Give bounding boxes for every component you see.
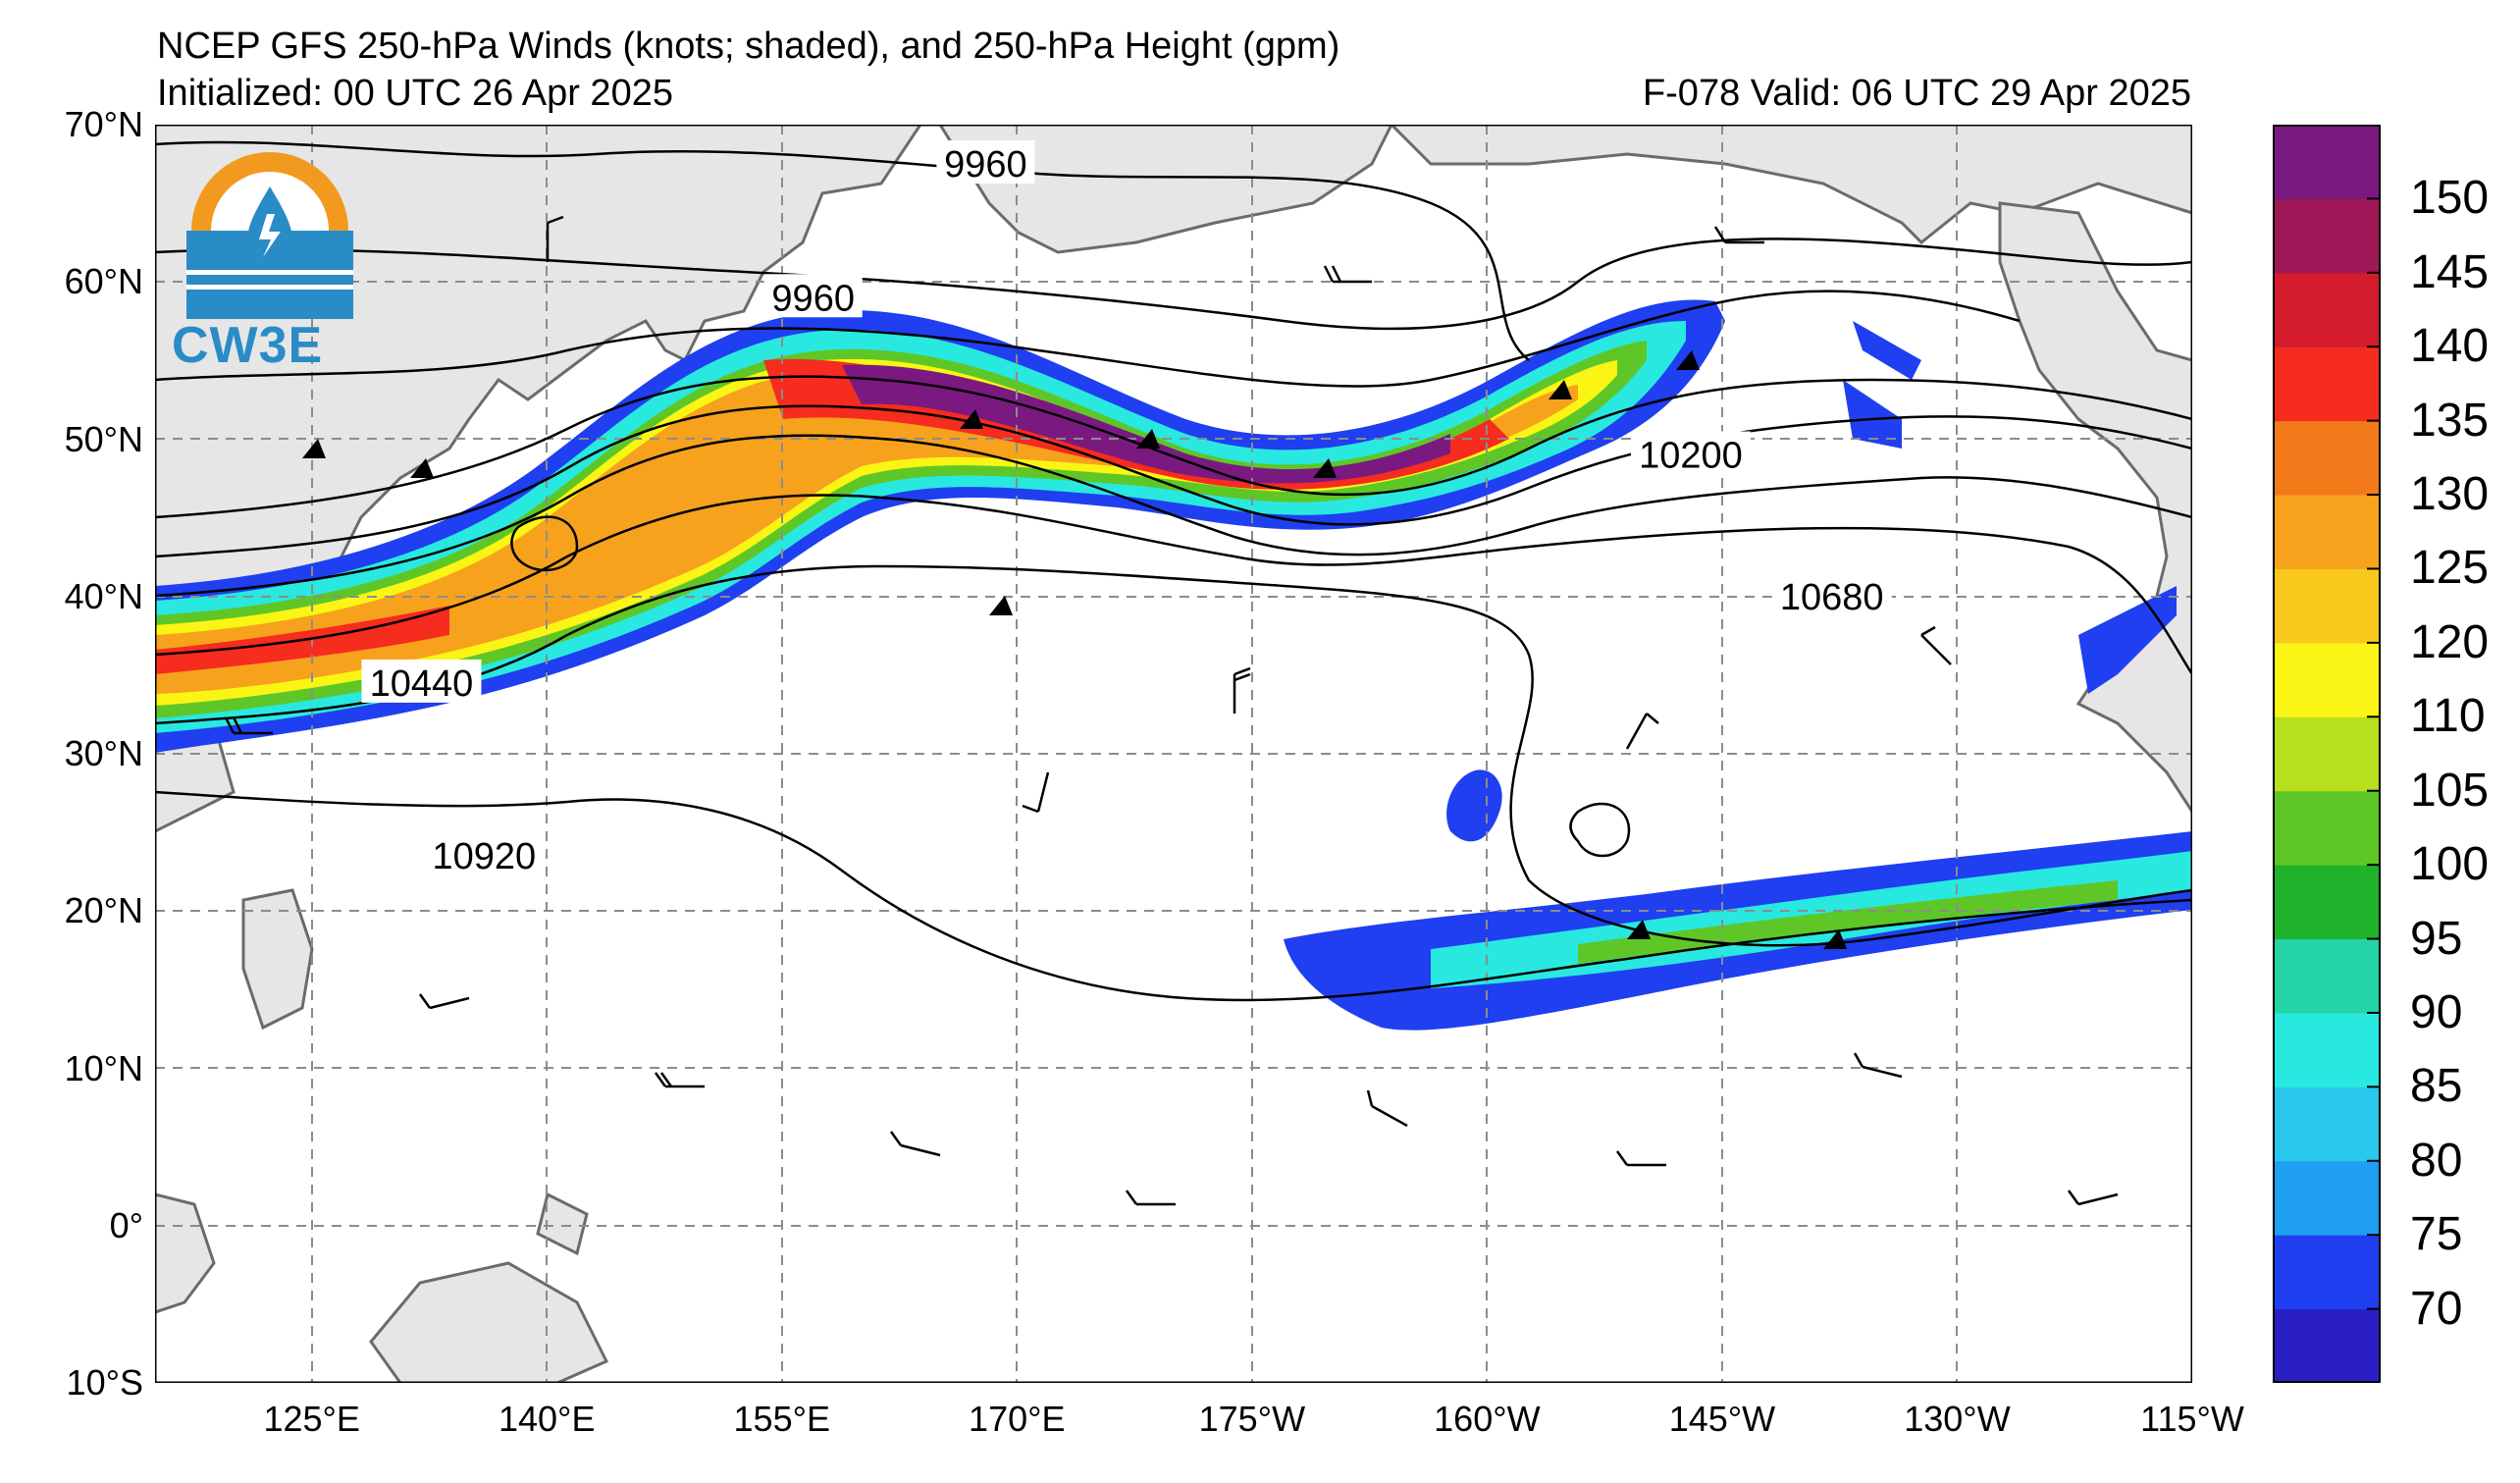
colorbar-swatch — [2273, 716, 2381, 792]
init-time: Initialized: 00 UTC 26 Apr 2025 — [157, 73, 673, 114]
contour-label-bg — [361, 659, 482, 703]
colorbar-label: 125 — [2410, 542, 2490, 595]
map-title: NCEP GFS 250-hPa Winds (knots; shaded), … — [157, 26, 1340, 67]
colorbar-label: 110 — [2410, 690, 2486, 743]
colorbar-label: 105 — [2410, 764, 2490, 817]
contour-label: 10200 — [1639, 436, 1743, 477]
contour-label: 10440 — [370, 663, 474, 705]
lon-label: 140°E — [498, 1399, 596, 1439]
lat-label: 70°N — [64, 104, 143, 144]
cw3e-drop-logo-icon — [186, 152, 353, 319]
colorbar-swatch — [2273, 495, 2381, 569]
colorbar-label: 150 — [2410, 172, 2490, 225]
colorbar-border — [2273, 125, 2381, 1383]
colorbar-swatch — [2273, 1160, 2381, 1236]
colorbar-swatch — [2273, 865, 2381, 940]
lat-label: 10°N — [64, 1047, 143, 1088]
contour-label: 10920 — [433, 836, 537, 877]
contour-label-bg — [1630, 431, 1751, 475]
lon-label: 175°W — [1198, 1399, 1306, 1439]
colorbar-label: 90 — [2410, 985, 2463, 1038]
lon-label: 130°W — [1904, 1399, 2011, 1439]
colorbar-swatch — [2273, 642, 2381, 717]
lon-label: 160°W — [1434, 1399, 1541, 1439]
colorbar — [2273, 125, 2381, 1384]
lat-label: 10°S — [66, 1362, 143, 1403]
lat-label: 60°N — [64, 261, 143, 302]
colorbar-swatch — [2273, 346, 2381, 422]
colorbar-label: 75 — [2410, 1208, 2463, 1261]
contour-label: 10680 — [1780, 577, 1884, 618]
colorbar-swatch — [2273, 938, 2381, 1014]
colorbar-label: 95 — [2410, 912, 2463, 965]
logo-text: CW3E — [172, 317, 324, 374]
colorbar-swatches — [2273, 125, 2381, 1384]
lon-label: 170°E — [969, 1399, 1066, 1439]
lat-label: 40°N — [64, 575, 143, 616]
colorbar-label: 130 — [2410, 468, 2490, 521]
colorbar-swatch — [2273, 1308, 2381, 1384]
colorbar-label: 70 — [2410, 1282, 2463, 1335]
colorbar-label: 140 — [2410, 320, 2490, 373]
lon-label: 115°W — [2140, 1399, 2244, 1439]
colorbar-label: 145 — [2410, 245, 2490, 298]
map-panel: 9960 9960 10200 10680 10440 10920 — [155, 125, 2192, 1383]
colorbar-swatch — [2273, 568, 2381, 644]
lat-label: 50°N — [64, 418, 143, 459]
colorbar-swatch — [2273, 272, 2381, 347]
lon-label: 125°E — [263, 1399, 360, 1439]
lon-label: 155°E — [733, 1399, 831, 1439]
colorbar-label: 120 — [2410, 615, 2490, 668]
colorbar-swatch — [2273, 1235, 2381, 1310]
contour-label-bg — [763, 274, 863, 318]
contour-label: 9960 — [944, 144, 1027, 185]
colorbar-swatch — [2273, 790, 2381, 866]
colorbar-swatch — [2273, 198, 2381, 274]
colorbar-label: 85 — [2410, 1060, 2463, 1113]
colorbar-label: 100 — [2410, 838, 2490, 891]
lat-label: 30°N — [64, 733, 143, 773]
colorbar-swatch — [2273, 125, 2381, 199]
colorbar-swatch — [2273, 1012, 2381, 1087]
colorbar-swatch — [2273, 420, 2381, 496]
lat-label: 20°N — [64, 890, 143, 931]
colorbar-label: 135 — [2410, 394, 2490, 447]
wind-pennants — [302, 350, 1847, 949]
height-contours — [155, 140, 2192, 1002]
cw3e-logo — [157, 137, 383, 393]
valid-time: F-078 Valid: 06 UTC 29 Apr 2025 — [1642, 73, 2191, 114]
wind-barbs — [224, 215, 2119, 1206]
colorbar-swatch — [2273, 1086, 2381, 1162]
contour-label-bg — [936, 140, 1035, 185]
lon-label: 145°W — [1668, 1399, 1776, 1439]
lat-label: 0° — [109, 1204, 143, 1245]
wind-height-map: 9960 9960 10200 10680 10440 10920 — [155, 125, 2192, 1383]
grid — [155, 125, 2192, 1383]
contour-label: 9960 — [771, 278, 855, 319]
colorbar-label: 80 — [2410, 1134, 2463, 1187]
contour-label-bg — [1771, 572, 1892, 616]
contour-label-bg — [424, 832, 545, 876]
